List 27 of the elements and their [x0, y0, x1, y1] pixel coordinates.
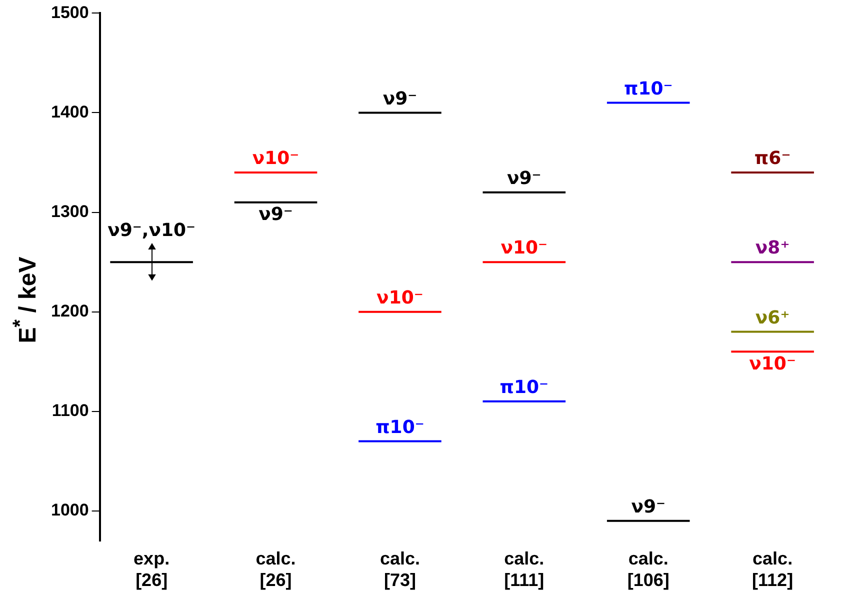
y-tick-label: 1000 [50, 500, 89, 520]
x-tick-label: calc. [73] [380, 548, 420, 590]
annotation: ν9⁻,ν10⁻ [108, 220, 196, 241]
annotation: ν8⁺ [755, 238, 790, 259]
x-tick-label: calc. [26] [256, 548, 296, 590]
annotation: ν9⁻ [507, 168, 542, 190]
annotation: ν9⁻ [631, 496, 666, 518]
annotation: ν10⁻ [749, 353, 796, 374]
annotation: ν9⁻ [258, 204, 293, 226]
annotation: π10⁻ [500, 377, 549, 398]
annotation: ν10⁻ [376, 288, 424, 309]
y-tick-label: 1100 [52, 401, 89, 420]
y-tick-label: 1500 [50, 2, 89, 22]
y-tick-label: 1200 [50, 302, 89, 321]
x-tick-label: calc. [111] [504, 548, 544, 590]
annotation: ν10⁻ [500, 238, 548, 259]
annotation: ν6⁺ [755, 307, 790, 328]
annotation: π10⁻ [624, 78, 673, 100]
annotation: ν9⁻ [382, 88, 418, 110]
annotation: ν10⁻ [252, 148, 300, 170]
y-tick-label: 1400 [50, 102, 89, 122]
y-tick-label: 1300 [50, 202, 89, 221]
x-tick-label: exp. [26] [134, 548, 170, 590]
x-tick-label: calc. [112] [752, 548, 794, 590]
annotation: π6⁻ [754, 148, 791, 170]
annotation: π10⁻ [376, 416, 424, 438]
x-tick-label: calc. [106] [627, 548, 670, 590]
